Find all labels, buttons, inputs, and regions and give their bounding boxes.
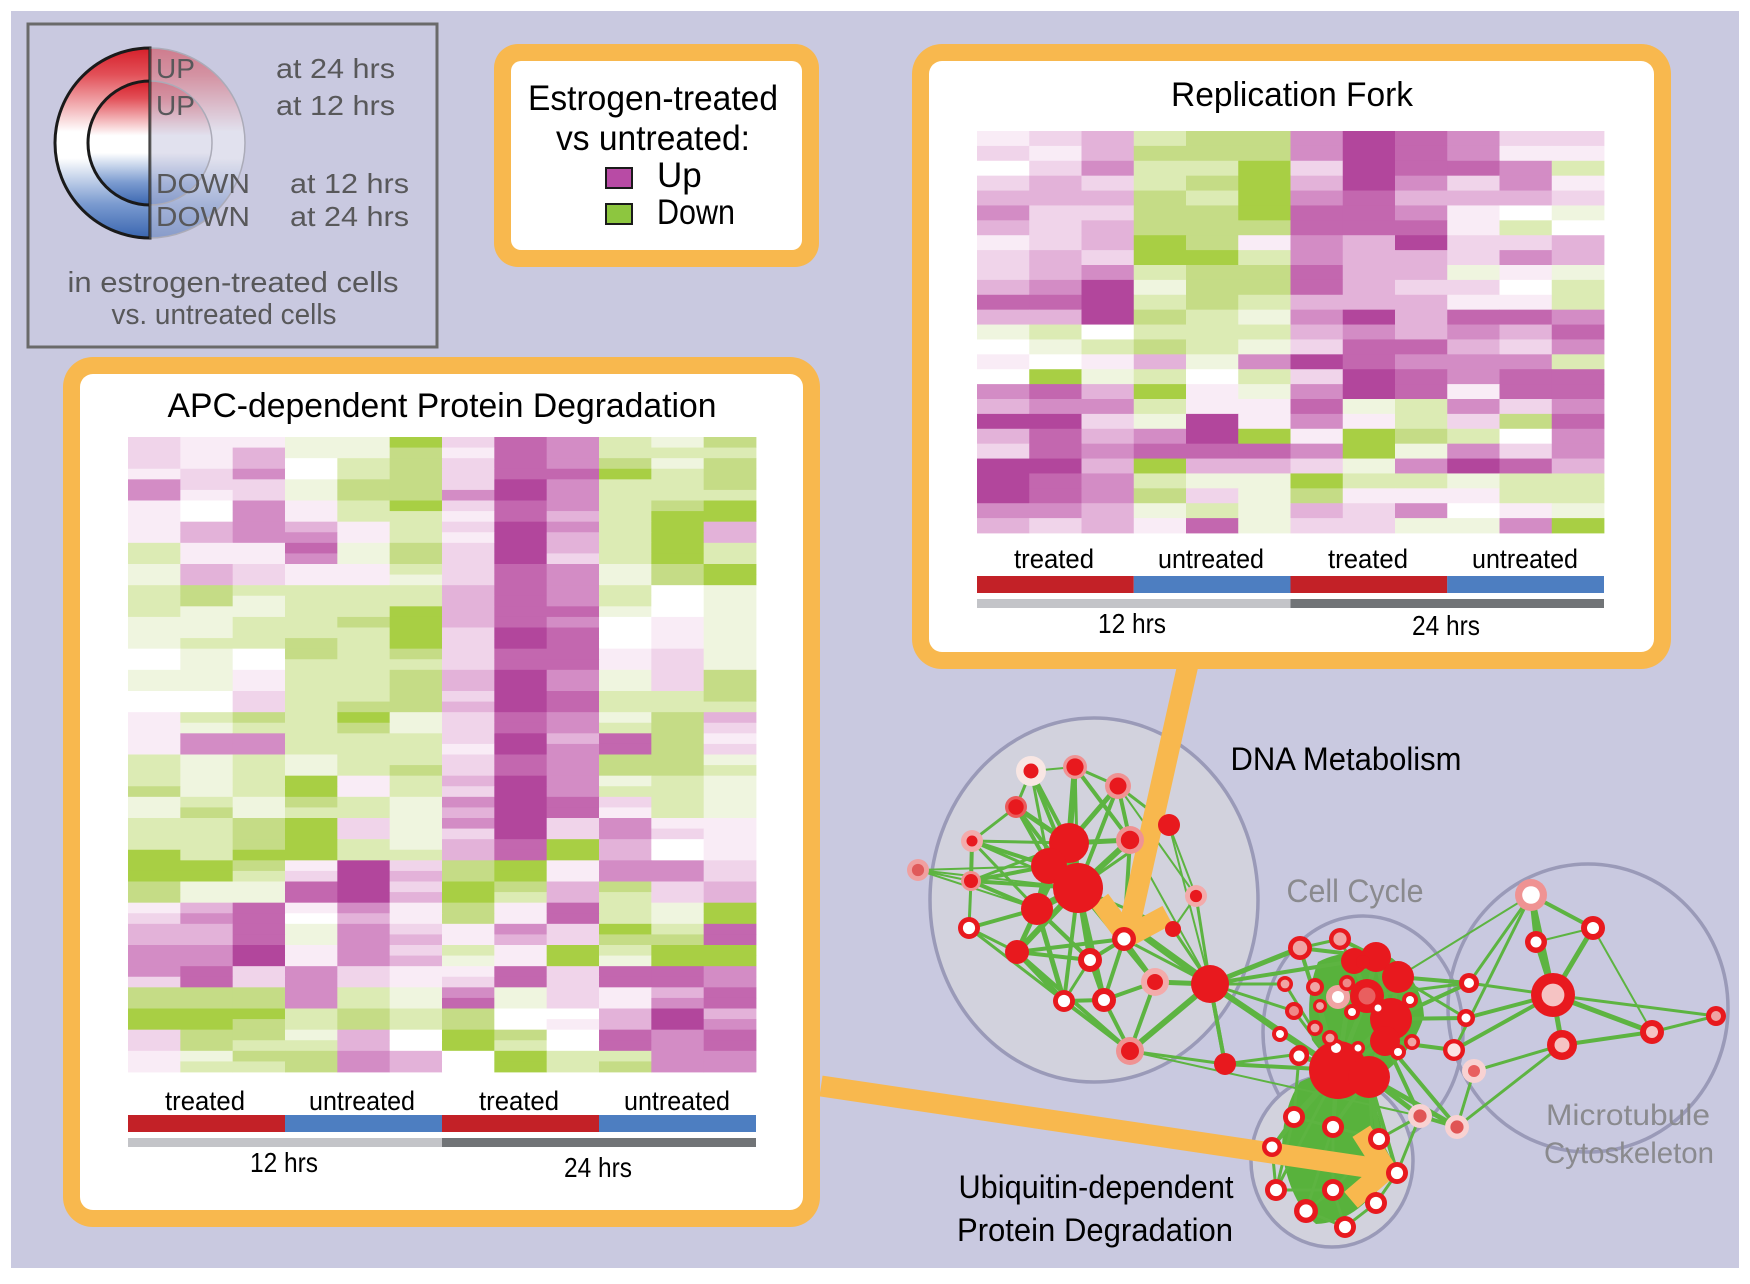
- svg-text:Cell Cycle: Cell Cycle: [1287, 873, 1424, 909]
- svg-text:in estrogen-treated cells: in estrogen-treated cells: [68, 267, 399, 299]
- svg-text:at 12 hrs: at 12 hrs: [290, 168, 409, 199]
- svg-text:24 hrs: 24 hrs: [1412, 610, 1480, 641]
- svg-text:untreated: untreated: [624, 1086, 730, 1116]
- svg-text:Ubiquitin-dependent: Ubiquitin-dependent: [959, 1169, 1234, 1205]
- svg-text:untreated: untreated: [309, 1086, 415, 1116]
- svg-text:Estrogen-treated: Estrogen-treated: [528, 79, 778, 118]
- svg-text:treated: treated: [1328, 544, 1408, 574]
- svg-text:Microtubule: Microtubule: [1546, 1099, 1710, 1132]
- svg-text:vs untreated:: vs untreated:: [556, 119, 750, 158]
- svg-text:treated: treated: [479, 1086, 559, 1116]
- svg-text:DOWN: DOWN: [156, 168, 250, 199]
- svg-text:treated: treated: [1014, 544, 1094, 574]
- svg-text:DOWN: DOWN: [156, 201, 250, 232]
- svg-text:UP: UP: [156, 90, 195, 121]
- svg-text:at 24 hrs: at 24 hrs: [290, 201, 409, 232]
- svg-text:12 hrs: 12 hrs: [1098, 608, 1166, 639]
- svg-text:APC-dependent Protein Degradat: APC-dependent Protein Degradation: [168, 387, 717, 425]
- svg-text:Down: Down: [657, 193, 735, 232]
- svg-text:at 24 hrs: at 24 hrs: [276, 53, 395, 84]
- svg-text:12 hrs: 12 hrs: [250, 1147, 318, 1178]
- svg-text:Cytoskeleton: Cytoskeleton: [1544, 1137, 1714, 1170]
- svg-text:Replication Fork: Replication Fork: [1171, 76, 1414, 114]
- svg-text:untreated: untreated: [1158, 544, 1264, 574]
- svg-text:Up: Up: [657, 156, 702, 195]
- svg-text:24 hrs: 24 hrs: [564, 1152, 632, 1183]
- svg-text:vs. untreated cells: vs. untreated cells: [112, 299, 337, 331]
- svg-text:Protein Degradation: Protein Degradation: [957, 1212, 1233, 1248]
- svg-text:DNA Metabolism: DNA Metabolism: [1231, 741, 1462, 777]
- svg-text:UP: UP: [156, 53, 195, 84]
- svg-text:untreated: untreated: [1472, 544, 1578, 574]
- svg-text:at 12 hrs: at 12 hrs: [276, 90, 395, 121]
- svg-text:treated: treated: [165, 1086, 245, 1116]
